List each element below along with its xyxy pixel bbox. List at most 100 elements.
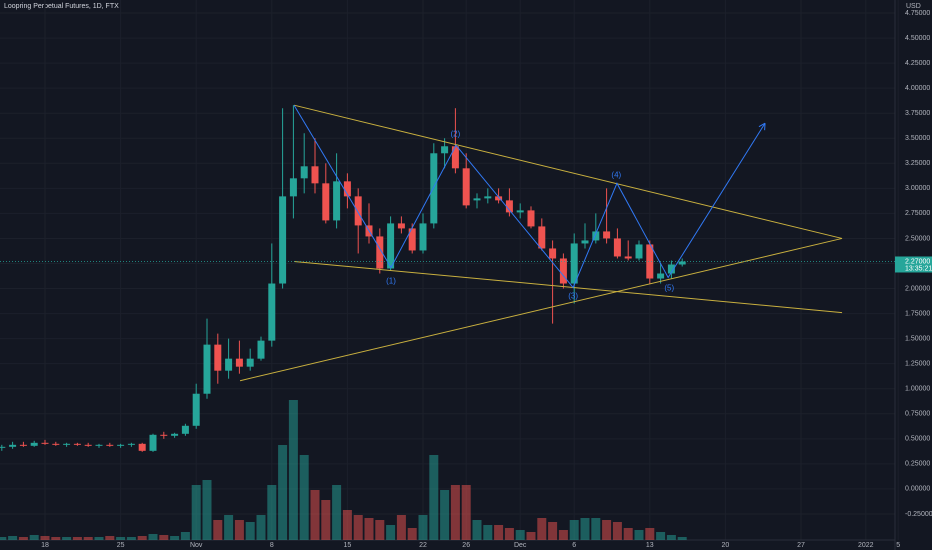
y-tick-label: 4.25000 bbox=[905, 60, 930, 67]
volume-bar bbox=[94, 537, 104, 540]
volume-bar bbox=[364, 518, 374, 540]
volume-bar bbox=[29, 535, 39, 540]
volume-bar bbox=[504, 528, 514, 540]
candle-body bbox=[41, 442, 49, 444]
candle-body bbox=[667, 264, 675, 274]
volume-bar bbox=[558, 530, 568, 540]
volume-bar bbox=[666, 535, 676, 540]
wave-label: (3) bbox=[568, 292, 578, 301]
volume-bar bbox=[278, 445, 288, 540]
x-tick-label: 22 bbox=[419, 542, 427, 549]
x-tick-label: 13 bbox=[646, 542, 654, 549]
candle-body bbox=[322, 183, 330, 221]
volume-bar bbox=[353, 515, 363, 540]
candle-body bbox=[235, 358, 243, 367]
candle-body bbox=[192, 393, 200, 426]
volume-bar bbox=[267, 485, 277, 540]
volume-bar bbox=[126, 537, 136, 540]
volume-bar bbox=[332, 485, 342, 540]
volume-bar bbox=[450, 485, 460, 540]
x-tick-label: Nov bbox=[190, 542, 203, 549]
candle-body bbox=[214, 344, 222, 371]
candle-body bbox=[160, 434, 168, 436]
y-tick-label: -0.25000 bbox=[905, 511, 932, 518]
candle-body bbox=[181, 425, 189, 434]
volume-bar bbox=[202, 480, 212, 540]
volume-bar bbox=[0, 537, 7, 540]
volume-bar bbox=[537, 518, 547, 540]
candle-body bbox=[441, 146, 449, 154]
candle-body bbox=[9, 444, 17, 447]
last-price-box bbox=[895, 256, 932, 273]
candle-body bbox=[419, 223, 427, 251]
candle-body bbox=[354, 196, 362, 226]
wave-label: (4) bbox=[611, 170, 621, 179]
candle-body bbox=[451, 146, 459, 169]
y-tick-label: 3.25000 bbox=[905, 160, 930, 167]
x-tick-label: 2022 bbox=[858, 542, 874, 549]
volume-bar bbox=[321, 500, 331, 540]
candle-body bbox=[333, 181, 341, 221]
volume-bar bbox=[656, 532, 666, 540]
candle-body bbox=[257, 340, 265, 359]
candle-body bbox=[397, 223, 405, 229]
candle-body bbox=[52, 443, 60, 445]
candle-body bbox=[203, 344, 211, 394]
volume-bar bbox=[40, 536, 50, 540]
countdown-label: 13:35:21 bbox=[905, 265, 932, 272]
volume-bar bbox=[245, 522, 255, 540]
volume-bar bbox=[342, 510, 352, 540]
candle-body bbox=[549, 248, 557, 259]
volume-bar bbox=[310, 490, 320, 540]
y-tick-label: 3.00000 bbox=[905, 185, 930, 192]
volume-bar bbox=[170, 536, 180, 540]
volume-bar bbox=[645, 528, 655, 540]
candle-body bbox=[30, 442, 38, 446]
trend-line bbox=[294, 260, 843, 314]
y-tick-label: 3.75000 bbox=[905, 110, 930, 117]
volume-bar bbox=[580, 518, 590, 540]
trend-line bbox=[293, 104, 843, 239]
candle-body bbox=[559, 258, 567, 284]
volume-bar bbox=[83, 537, 93, 540]
volume-bar bbox=[494, 525, 504, 540]
candle-body bbox=[138, 443, 146, 451]
volume-bar bbox=[180, 532, 190, 540]
currency-label: USD bbox=[906, 3, 921, 10]
last-price-label: 2.27000 bbox=[905, 258, 930, 265]
candle-body bbox=[117, 444, 125, 446]
volume-bar bbox=[299, 455, 309, 540]
y-tick-label: 2.50000 bbox=[905, 235, 930, 242]
x-tick-label: Dec bbox=[514, 542, 527, 549]
volume-bar bbox=[569, 520, 579, 540]
volume-bar bbox=[386, 525, 396, 540]
candle-body bbox=[473, 198, 481, 201]
y-tick-label: 2.00000 bbox=[905, 285, 930, 292]
volume-bar bbox=[288, 400, 298, 540]
candle-body bbox=[613, 238, 621, 257]
volume-bar bbox=[407, 528, 417, 540]
y-tick-label: 3.50000 bbox=[905, 135, 930, 142]
candle-body bbox=[408, 228, 416, 251]
volume-bar bbox=[526, 532, 536, 540]
volume-bar bbox=[591, 518, 601, 540]
volume-bar bbox=[62, 537, 72, 540]
y-tick-label: 0.25000 bbox=[905, 461, 930, 468]
candle-body bbox=[127, 443, 135, 445]
volume-bar bbox=[548, 522, 558, 540]
wave-arrowhead bbox=[758, 122, 766, 128]
y-tick-label: 1.25000 bbox=[905, 361, 930, 368]
y-tick-label: 1.00000 bbox=[905, 386, 930, 393]
x-tick-label: 15 bbox=[344, 542, 352, 549]
candle-body bbox=[268, 283, 276, 341]
x-tick-label: 8 bbox=[270, 542, 274, 549]
candle-body bbox=[484, 196, 492, 199]
volume-bar bbox=[224, 515, 234, 540]
candle-body bbox=[84, 444, 92, 446]
y-tick-label: 1.75000 bbox=[905, 310, 930, 317]
x-tick-label: 26 bbox=[462, 542, 470, 549]
candle-body bbox=[149, 434, 157, 451]
y-tick-label: 0.00000 bbox=[905, 486, 930, 493]
candle-body bbox=[581, 240, 589, 244]
